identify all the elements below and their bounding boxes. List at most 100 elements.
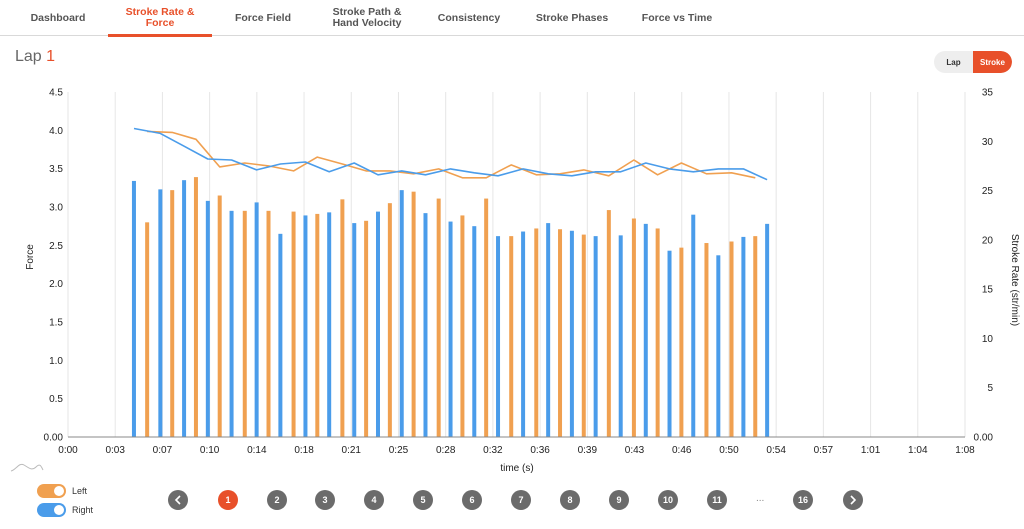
left-force-bar bbox=[145, 222, 150, 437]
x-tick-label: 0:03 bbox=[105, 445, 125, 456]
left-toggle-switch[interactable] bbox=[37, 484, 66, 498]
left-force-bar bbox=[558, 229, 563, 437]
right-force-bar bbox=[205, 200, 210, 437]
x-tick-label: 0:36 bbox=[530, 445, 550, 456]
legend-left-row: Left bbox=[37, 484, 87, 498]
x-tick-label: 0:43 bbox=[625, 445, 645, 456]
right-force-bar bbox=[278, 233, 283, 437]
right-force-bar bbox=[327, 212, 332, 437]
stroke-rate-lines bbox=[133, 127, 768, 181]
x-tick-label: 0:25 bbox=[389, 445, 409, 456]
tab-force-vs-time[interactable]: Force vs Time bbox=[641, 11, 713, 24]
left-force-bar bbox=[242, 210, 247, 437]
left-force-bar bbox=[193, 177, 198, 437]
tab-consistency[interactable]: Consistency bbox=[437, 11, 501, 24]
x-tick-label: 0:28 bbox=[436, 445, 456, 456]
y-left-tick-label: 3.0 bbox=[49, 203, 63, 214]
right-force-bar bbox=[472, 226, 477, 437]
right-force-bar bbox=[691, 214, 696, 437]
lap-option[interactable]: Lap bbox=[946, 57, 961, 67]
page-button-3[interactable]: 3 bbox=[315, 490, 335, 510]
x-tick-label: 0:39 bbox=[578, 445, 598, 456]
left-force-bar bbox=[679, 247, 684, 437]
x-tick-label: 0:00 bbox=[58, 445, 78, 456]
x-tick-label: 1:01 bbox=[861, 445, 881, 456]
right-force-bar bbox=[131, 180, 136, 437]
left-force-bar bbox=[291, 211, 296, 437]
x-tick-label: 0:21 bbox=[342, 445, 362, 456]
right-toggle-switch[interactable] bbox=[37, 503, 66, 517]
prev-page-button[interactable] bbox=[168, 490, 188, 510]
right-force-bar bbox=[521, 231, 526, 437]
right-force-bar bbox=[352, 223, 357, 437]
right-force-bar bbox=[496, 236, 501, 437]
x-tick-label: 0:50 bbox=[719, 445, 739, 456]
left-force-bar bbox=[509, 236, 514, 437]
page-title: Lap 1 bbox=[15, 48, 55, 66]
y-axis-label-stroke-rate: Stroke Rate (str/min) bbox=[1009, 234, 1020, 326]
right-force-bar bbox=[569, 230, 574, 437]
page-button-10[interactable]: 10 bbox=[658, 490, 678, 510]
x-axis-label: time (s) bbox=[500, 463, 533, 474]
left-force-bar bbox=[606, 210, 611, 437]
left-force-bar bbox=[170, 190, 175, 437]
lap-stroke-toggle: Lap Stroke bbox=[934, 51, 1012, 73]
legend-right-row: Right bbox=[37, 503, 93, 517]
right-force-bar bbox=[448, 221, 453, 437]
page-button-8[interactable]: 8 bbox=[560, 490, 580, 510]
left-force-bar bbox=[315, 213, 320, 437]
legend-right-label: Right bbox=[72, 505, 94, 515]
x-tick-label: 0:07 bbox=[153, 445, 173, 456]
right-force-bar bbox=[765, 223, 770, 437]
x-tick-label: 0:54 bbox=[766, 445, 786, 456]
x-tick-label: 1:04 bbox=[908, 445, 928, 456]
right-force-bar bbox=[254, 202, 259, 437]
pagination-ellipsis: ... bbox=[756, 493, 765, 504]
tab-stroke-rate-force[interactable]: Stroke Rate & Force bbox=[108, 0, 212, 37]
y-axis-label-stroke-rate-group: Stroke Rate (str/min) bbox=[1009, 234, 1020, 326]
y-left-tick-label: 1.5 bbox=[49, 318, 63, 329]
page-button-11[interactable]: 11 bbox=[707, 490, 727, 510]
left-force-bar bbox=[704, 243, 709, 437]
tab-dashboard[interactable]: Dashboard bbox=[30, 11, 86, 24]
stroke-rate-force-chart: 0:00 0:03 0:07 0:10 0:14 0:18 0:21 0:25 0:28 0:32… bbox=[25, 88, 1020, 475]
page-button-1[interactable]: 1 bbox=[218, 490, 238, 510]
page-button-7[interactable]: 7 bbox=[511, 490, 531, 510]
page-button-6[interactable]: 6 bbox=[462, 490, 482, 510]
stroke-option[interactable]: Stroke bbox=[973, 51, 1012, 73]
left-force-bar bbox=[655, 228, 660, 437]
page-button-9[interactable]: 9 bbox=[609, 490, 629, 510]
right-force-bar bbox=[741, 236, 746, 437]
left-force-bar bbox=[266, 210, 271, 437]
y-right-tick-label: 35 bbox=[982, 88, 994, 99]
left-force-bar bbox=[460, 215, 465, 437]
right-force-bar bbox=[158, 189, 163, 437]
y-left-tick-label: 2.5 bbox=[49, 241, 63, 252]
tab-stroke-phases[interactable]: Stroke Phases bbox=[535, 11, 609, 24]
right-force-bar bbox=[423, 213, 428, 437]
y-left-tick-label: 4.0 bbox=[49, 126, 63, 137]
y-left-tick-label: 4.5 bbox=[49, 88, 63, 99]
tab-stroke-path-hand-velocity[interactable]: Stroke Path & Hand Velocity bbox=[332, 6, 402, 29]
y-right-tick-label: 10 bbox=[982, 334, 994, 345]
page-button-last[interactable]: 16 bbox=[793, 490, 813, 510]
tab-force-field[interactable]: Force Field bbox=[234, 11, 291, 24]
right-force-bar bbox=[546, 223, 551, 437]
left-force-bar bbox=[729, 241, 734, 437]
page-button-4[interactable]: 4 bbox=[364, 490, 384, 510]
right-force-bar bbox=[303, 215, 308, 437]
y-right-tick-label: 5 bbox=[987, 383, 993, 394]
chart-grid bbox=[67, 92, 966, 437]
y-right-tick-label: 15 bbox=[982, 285, 994, 296]
page-button-2[interactable]: 2 bbox=[267, 490, 287, 510]
right-force-bar bbox=[375, 211, 380, 437]
right-stroke-rate-line bbox=[133, 127, 768, 181]
y-right-tick-label: 25 bbox=[982, 186, 994, 197]
x-tick-label: 0:10 bbox=[200, 445, 220, 456]
page-button-5[interactable]: 5 bbox=[413, 490, 433, 510]
y-right-tick-label: 20 bbox=[982, 235, 994, 246]
x-tick-label: 1:08 bbox=[955, 445, 975, 456]
chevron-left-icon bbox=[174, 495, 181, 505]
right-force-bar bbox=[399, 190, 404, 437]
next-page-button[interactable] bbox=[843, 490, 863, 510]
